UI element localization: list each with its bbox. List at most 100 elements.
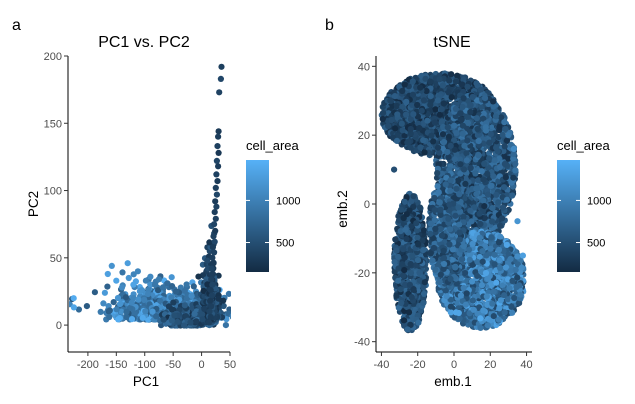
scatter-point [407, 125, 414, 133]
scatter-point [451, 156, 459, 163]
scatter-point [215, 133, 222, 140]
scatter-point [209, 244, 216, 251]
scatter-point [116, 301, 124, 308]
scatter-point [200, 287, 207, 294]
scatter-point [52, 305, 58, 311]
scatter-point [160, 316, 167, 323]
scatter-point [155, 287, 162, 294]
scatter-point [428, 132, 435, 139]
scatter-point [501, 184, 508, 191]
scatter-point [142, 277, 149, 284]
scatter-point [458, 116, 465, 123]
scatter-point [439, 82, 446, 89]
x-tick-label: -40 [373, 359, 389, 371]
panel-label-b: b [325, 17, 334, 34]
scatter-point [106, 307, 113, 314]
scatter-point [444, 94, 451, 101]
scatter-point [488, 182, 495, 189]
scatter-point [503, 196, 511, 203]
scatter-point [393, 102, 400, 110]
scatter-point [234, 314, 240, 320]
scatter-point [225, 290, 231, 297]
scatter-point [385, 122, 392, 130]
scatter-point [130, 281, 137, 288]
scatter-point [168, 283, 176, 290]
scatter-point [142, 308, 149, 315]
scatter-point [122, 294, 129, 301]
scatter-point [480, 197, 487, 204]
scatter-point [464, 137, 471, 144]
y-tick-label: 200 [44, 51, 62, 63]
scatter-point [417, 144, 424, 151]
scatter-point [401, 81, 408, 88]
scatter-point [467, 207, 474, 214]
panel-pca: a PC1 vs. PC2 PC1 PC2 -200 -150 -100 -50 0 50… [12, 17, 300, 389]
legend-tick-label: 1000 [276, 195, 300, 207]
scatter-point [215, 149, 222, 156]
scatter-point [422, 75, 429, 82]
scatter-point [70, 304, 77, 311]
scatter-point [97, 308, 104, 315]
scatter-point [159, 284, 166, 291]
y-tick-label: 0 [56, 320, 62, 332]
scatter-point [191, 310, 198, 317]
scatter-point [410, 111, 417, 118]
scatter-point [454, 177, 462, 184]
scatter-point [151, 281, 159, 288]
scatter-point [145, 291, 152, 298]
scatter-point [399, 103, 406, 110]
scatter-point [379, 115, 386, 123]
scatter-point [459, 81, 466, 88]
scatter-point [418, 107, 425, 114]
scatter-point [398, 120, 405, 127]
scatter-point [183, 281, 190, 288]
scatter-point [421, 149, 428, 156]
scatter-point [464, 83, 471, 90]
scatter-point [181, 302, 188, 309]
scatter-point [70, 295, 77, 302]
scatter-point [420, 137, 427, 144]
y-axis-title-tsne: emb.2 [335, 190, 350, 228]
y-tick-label: 0 [364, 199, 370, 211]
scatter-point [407, 130, 414, 137]
legend-colorbar [246, 160, 269, 272]
scatter-point [222, 322, 229, 329]
scatter-point [240, 302, 246, 308]
scatter-point [210, 233, 217, 240]
scatter-point [208, 292, 215, 299]
scatter-point [207, 297, 214, 304]
scatter-point [113, 306, 120, 313]
scatter-point [417, 84, 424, 91]
scatter-point [201, 305, 208, 312]
scatter-point [404, 139, 411, 146]
scatter-point [501, 119, 508, 126]
scatter-point [211, 209, 218, 216]
scatter-point [392, 125, 399, 132]
scatter-point [491, 157, 498, 164]
chart-title-pca: PC1 vs. PC2 [98, 34, 190, 51]
y-tick-label: 40 [358, 61, 370, 73]
scatter-point [436, 76, 443, 83]
scatter-point [427, 93, 434, 100]
scatter-point [199, 316, 206, 323]
scatter-point [209, 281, 216, 288]
scatter-point [492, 113, 500, 120]
scatter-point [237, 313, 243, 319]
scatter-point [213, 157, 220, 164]
y-tick-label: -40 [354, 337, 370, 349]
scatter-point [216, 89, 223, 96]
scatter-point [195, 273, 202, 280]
scatter-point [123, 314, 130, 321]
scatter-point [448, 94, 455, 101]
scatter-point [172, 288, 180, 295]
scatter-point [387, 97, 394, 104]
scatter-point [211, 221, 218, 228]
scatter-point [436, 111, 443, 118]
scatter-point [448, 71, 455, 78]
scatter-point [407, 144, 414, 151]
scatter-point [454, 72, 461, 79]
scatter-point [467, 109, 474, 116]
scatter-point [423, 87, 430, 95]
scatter-point [438, 118, 446, 125]
scatter-point [211, 249, 218, 256]
